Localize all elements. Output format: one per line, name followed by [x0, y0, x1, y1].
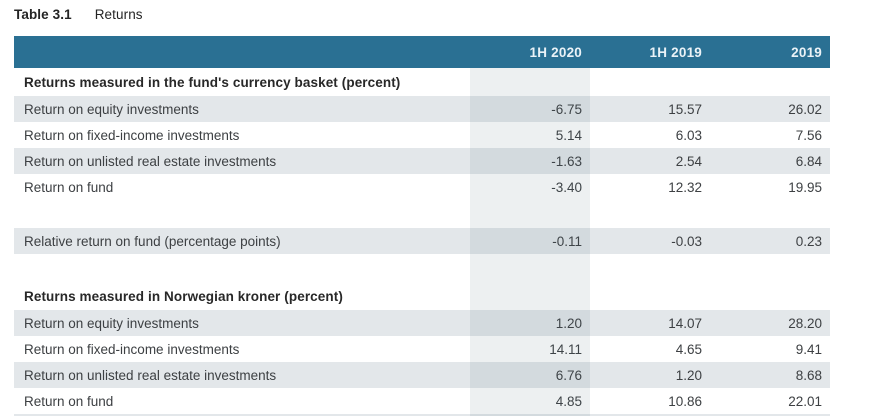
value-cell-1h-2020	[470, 282, 590, 310]
table-row: Return on unlisted real estate investmen…	[14, 362, 830, 388]
section-header-label: Returns measured in the fund's currency …	[14, 68, 470, 96]
value-cell-1h-2019: 15.57	[590, 96, 710, 122]
value-cell-1h-2019: 12.32	[590, 174, 710, 200]
table-row: Return on fund 4.85 10.86 22.01	[14, 388, 830, 414]
section-header-label: Returns measured in Norwegian kroner (pe…	[14, 282, 470, 310]
header-cell-empty	[14, 36, 470, 68]
value-cell-2019: 26.02	[710, 96, 830, 122]
row-label: Return on equity investments	[14, 96, 470, 122]
row-label: Relative return on fund (percentage poin…	[14, 228, 470, 254]
header-row: 1H 2020 1H 2019 2019	[14, 36, 830, 68]
value-cell-2019: 19.95	[710, 174, 830, 200]
section-header-row: Returns measured in Norwegian kroner (pe…	[14, 282, 830, 310]
returns-table: 1H 2020 1H 2019 2019 Returns measured in…	[14, 36, 830, 416]
value-cell-1h-2020: 1.20	[470, 310, 590, 336]
table-row: Return on equity investments -6.75 15.57 26…	[14, 96, 830, 122]
header-cell-1h-2019: 1H 2019	[590, 36, 710, 68]
row-label: Return on unlisted real estate investmen…	[14, 148, 470, 174]
value-cell-2019: 8.68	[710, 362, 830, 388]
table-row: Return on unlisted real estate investmen…	[14, 148, 830, 174]
value-cell-1h-2020: -1.63	[470, 148, 590, 174]
value-cell-1h-2020	[470, 68, 590, 96]
row-label	[14, 200, 470, 228]
value-cell-2019: 6.84	[710, 148, 830, 174]
value-cell-2019	[710, 282, 830, 310]
header-cell-2019: 2019	[710, 36, 830, 68]
value-cell-1h-2020: -3.40	[470, 174, 590, 200]
value-cell-1h-2020	[470, 254, 590, 282]
value-cell-1h-2019	[590, 200, 710, 228]
value-cell-1h-2019: 14.07	[590, 310, 710, 336]
value-cell-1h-2019	[590, 282, 710, 310]
value-cell-1h-2020	[470, 200, 590, 228]
row-label: Return on fund	[14, 174, 470, 200]
row-label: Return on fund	[14, 388, 470, 414]
table-row: Return on fund -3.40 12.32 19.95	[14, 174, 830, 200]
value-cell-1h-2020: -6.75	[470, 96, 590, 122]
value-cell-1h-2019: 10.86	[590, 388, 710, 414]
value-cell-2019: 7.56	[710, 122, 830, 148]
spacer-row	[14, 200, 830, 228]
header-cell-1h-2020: 1H 2020	[470, 36, 590, 68]
value-cell-2019	[710, 200, 830, 228]
value-cell-1h-2020: 6.76	[470, 362, 590, 388]
row-label: Return on equity investments	[14, 310, 470, 336]
value-cell-1h-2019: 2.54	[590, 148, 710, 174]
table-number: Table 3.1	[14, 7, 72, 22]
spacer-row	[14, 254, 830, 282]
row-label	[14, 254, 470, 282]
value-cell-1h-2020: 14.11	[470, 336, 590, 362]
value-cell-2019: 9.41	[710, 336, 830, 362]
table-row: Relative return on fund (percentage poin…	[14, 228, 830, 254]
value-cell-1h-2020: 5.14	[470, 122, 590, 148]
cutoff-next-row-strip	[14, 414, 830, 416]
value-cell-1h-2019: 1.20	[590, 362, 710, 388]
table-row: Return on fixed-income investments 14.11 4…	[14, 336, 830, 362]
value-cell-1h-2020: 4.85	[470, 388, 590, 414]
row-label: Return on fixed-income investments	[14, 122, 470, 148]
table-row: Return on equity investments 1.20 14.07 28.…	[14, 310, 830, 336]
value-cell-2019: 0.23	[710, 228, 830, 254]
row-label: Return on unlisted real estate investmen…	[14, 362, 470, 388]
value-cell-1h-2019	[590, 254, 710, 282]
value-cell-2019: 22.01	[710, 388, 830, 414]
section-header-row: Returns measured in the fund's currency …	[14, 68, 830, 96]
value-cell-1h-2019	[590, 68, 710, 96]
value-cell-1h-2019: 4.65	[590, 336, 710, 362]
value-cell-2019	[710, 68, 830, 96]
table-title: Table 3.1 Returns	[14, 7, 143, 22]
value-cell-1h-2019: -0.03	[590, 228, 710, 254]
value-cell-2019: 28.20	[710, 310, 830, 336]
value-cell-2019	[710, 254, 830, 282]
returns-table-grid: 1H 2020 1H 2019 2019 Returns measured in…	[14, 36, 830, 414]
row-label: Return on fixed-income investments	[14, 336, 470, 362]
value-cell-1h-2020: -0.11	[470, 228, 590, 254]
table-row: Return on fixed-income investments 5.14 6.…	[14, 122, 830, 148]
table-name: Returns	[94, 7, 143, 22]
value-cell-1h-2019: 6.03	[590, 122, 710, 148]
